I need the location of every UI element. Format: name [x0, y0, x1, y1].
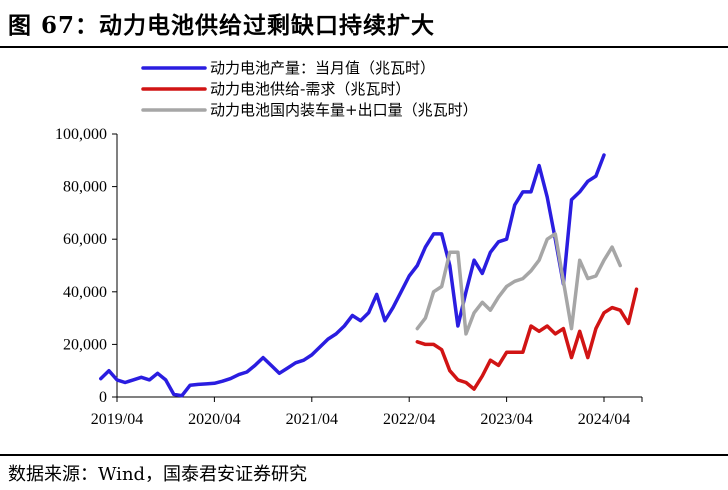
legend-label-3: 动力电池国内装车量+出口量（兆瓦时） — [210, 101, 478, 119]
chart-legend: 动力电池产量：当月值（兆瓦时） 动力电池供给-需求（兆瓦时） 动力电池国内装车量+出… — [141, 59, 478, 119]
chart-axes: 0 20,000 40,000 60,000 80,000 100,000 2019/04 2… — [55, 126, 643, 428]
data-source: 数据来源：Wind，国泰君安证券研究 — [8, 464, 308, 485]
title-divider — [0, 46, 728, 48]
y-tick-label: 100,000 — [55, 126, 107, 143]
y-tick-label: 20,000 — [63, 336, 107, 353]
y-tick-label: 80,000 — [63, 179, 107, 196]
x-tick-label: 2022/04 — [383, 411, 435, 428]
figure-title: 图 67：动力电池供给过剩缺口持续扩大 — [8, 12, 436, 39]
y-tick-label: 40,000 — [63, 284, 107, 301]
series-line-3 — [415, 232, 622, 336]
x-tick-label: 2019/04 — [91, 411, 143, 428]
x-tick-label: 2023/04 — [480, 411, 532, 428]
source-divider — [0, 454, 728, 456]
series-line-1 — [99, 153, 606, 398]
x-tick-label: 2024/04 — [578, 411, 630, 428]
line-chart: 0 20,000 40,000 60,000 80,000 100,000 2019/04 2… — [55, 59, 643, 428]
legend-label-1: 动力电池产量：当月值（兆瓦时） — [210, 59, 435, 77]
x-tick-label: 2020/04 — [188, 411, 240, 428]
y-tick-label: 60,000 — [63, 231, 107, 248]
legend-label-2: 动力电池供给-需求（兆瓦时） — [210, 80, 410, 98]
x-tick-label: 2021/04 — [286, 411, 338, 428]
chart-series — [99, 153, 639, 398]
series-line-2 — [415, 287, 639, 391]
y-tick-label: 0 — [99, 389, 107, 406]
